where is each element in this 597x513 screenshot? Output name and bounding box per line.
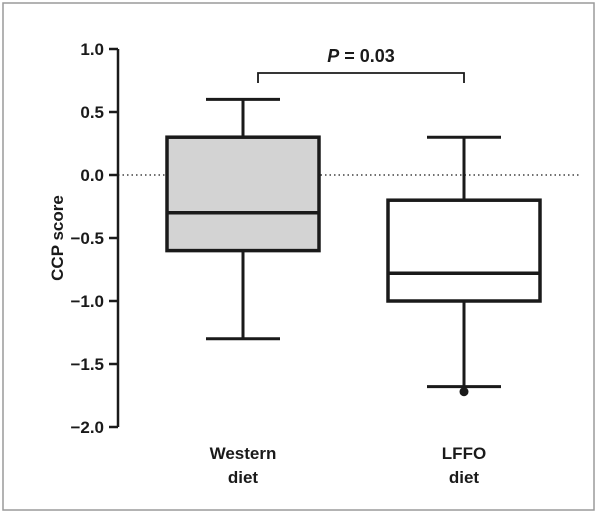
iqr-box xyxy=(386,198,542,303)
p-value-text: = 0.03 xyxy=(339,46,395,66)
y-tick-label: 0.5 xyxy=(80,103,104,122)
x-category-label-line2: diet xyxy=(228,468,259,487)
p-value-annotation: P = 0.03 xyxy=(327,46,395,66)
x-category-label-line1: Western xyxy=(210,444,277,463)
y-axis-title: CCP score xyxy=(48,195,67,281)
x-category-label-line1: LFFO xyxy=(442,444,486,463)
plot-area: 1.0 0.5 0.0 −0.5 −1.0 −1.5 −2.0 Western diet LFFO… xyxy=(70,40,580,487)
significance-bracket xyxy=(257,72,465,83)
x-category-label-line2: diet xyxy=(449,468,480,487)
y-tick-label: 1.0 xyxy=(80,40,104,59)
p-value-symbol: P xyxy=(327,46,340,66)
y-tick-label: 0.0 xyxy=(80,166,104,185)
iqr-box xyxy=(165,135,321,253)
outlier-point xyxy=(459,387,469,397)
y-tick-label: −2.0 xyxy=(70,418,104,437)
y-tick-label: −1.0 xyxy=(70,292,104,311)
y-tick-label: −0.5 xyxy=(70,229,104,248)
y-tick-label: −1.5 xyxy=(70,355,104,374)
